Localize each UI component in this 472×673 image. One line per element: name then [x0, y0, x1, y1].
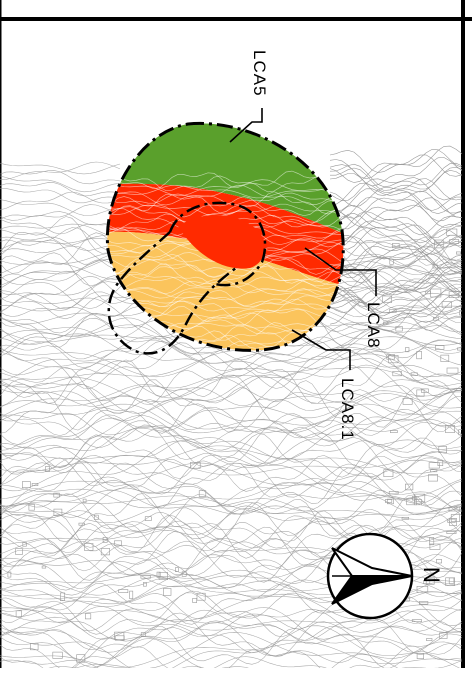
lca8-1-inner-boundary — [107, 231, 237, 355]
north-letter: N — [419, 567, 444, 583]
label-lca8-1: LCA8.1 — [338, 378, 357, 441]
zone-lca8-core — [178, 215, 266, 269]
leader-lca8 — [304, 247, 377, 296]
lca-boundary — [105, 121, 345, 352]
contour-lines — [0, 145, 462, 668]
landscape-zones — [107, 123, 344, 351]
leader-lca8-1 — [291, 329, 351, 370]
label-lca8: LCA8 — [364, 302, 383, 349]
leader-lca5 — [229, 108, 263, 143]
label-lca5: LCA5 — [250, 50, 269, 97]
lca8-inner-boundary — [168, 201, 267, 287]
north-arrow-icon — [326, 532, 414, 620]
